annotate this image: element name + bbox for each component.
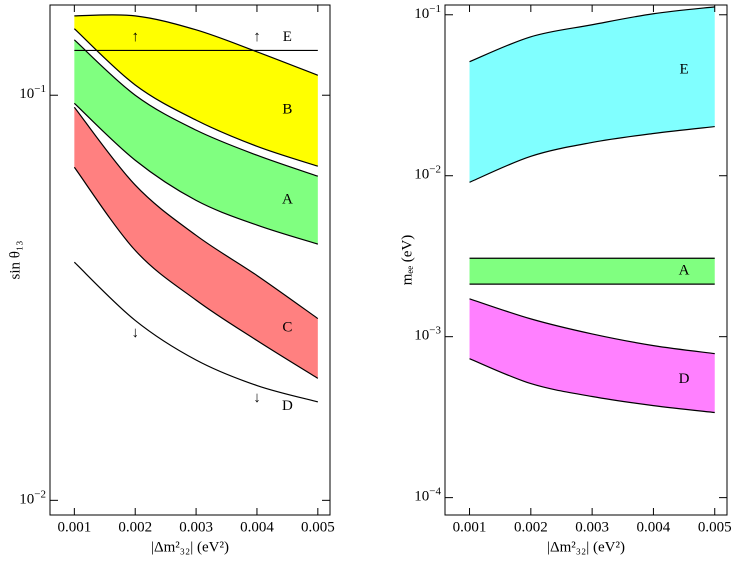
band-label: C bbox=[282, 320, 292, 336]
panel: E A D 0.001 0.002 0.003 0.004 0.005 10−4 10−3 10−2… bbox=[399, 2, 731, 555]
panel: A B C D ↓ ↓ E ↑ ↑ 0.001 0.002 0.003 0.004 0.005 10−2 10… bbox=[7, 4, 335, 555]
x-tick-label: 0.004 bbox=[240, 519, 274, 535]
band-edge bbox=[74, 14, 319, 76]
band-fill bbox=[74, 14, 318, 167]
band-edge bbox=[469, 125, 715, 183]
x-tick-label: 0.001 bbox=[453, 519, 487, 535]
band-edge bbox=[73, 102, 319, 245]
band-edge bbox=[469, 6, 715, 63]
band-fill bbox=[74, 39, 318, 245]
y-tick-label: 10−3 bbox=[414, 324, 441, 344]
plot-frame bbox=[49, 4, 331, 516]
band-label: E bbox=[680, 62, 689, 78]
band-fill bbox=[74, 107, 318, 379]
x-axis-label: |Δm²₃₂| (eV²) bbox=[547, 539, 625, 555]
y-axis-label: mₑₑ (eV) bbox=[399, 235, 415, 286]
line-label: E bbox=[283, 29, 292, 45]
band-fill bbox=[469, 298, 715, 413]
x-tick-label: 0.005 bbox=[301, 519, 335, 535]
x-tick-label: 0.002 bbox=[514, 519, 548, 535]
band-label: A bbox=[282, 192, 293, 208]
arrow: ↑ bbox=[131, 29, 139, 45]
band-edge bbox=[469, 298, 715, 355]
y-tick-label: 10−2 bbox=[19, 488, 46, 508]
arrow: ↑ bbox=[253, 29, 261, 45]
y-axis-label: sin θ₁₃ bbox=[7, 241, 23, 280]
y-tick-label: 10−4 bbox=[414, 485, 441, 505]
band-fill bbox=[469, 6, 715, 183]
x-axis-label: |Δm²₃₂| (eV²) bbox=[151, 539, 229, 555]
band-edge bbox=[73, 39, 319, 177]
x-tick-label: 0.001 bbox=[57, 519, 91, 535]
x-tick-label: 0.003 bbox=[575, 519, 609, 535]
y-tick-label: 10−2 bbox=[414, 163, 441, 183]
band-label: B bbox=[282, 101, 292, 117]
band-label: D bbox=[679, 371, 690, 387]
line-label: D bbox=[282, 398, 293, 414]
y-tick-label: 10−1 bbox=[19, 83, 46, 103]
y-tick-label: 10−1 bbox=[414, 2, 441, 22]
band-edge bbox=[73, 166, 319, 379]
x-tick-label: 0.002 bbox=[118, 519, 152, 535]
arrow: ↓ bbox=[253, 390, 261, 406]
band-edge bbox=[73, 28, 319, 167]
arrow: ↓ bbox=[131, 325, 139, 341]
band-label: A bbox=[679, 263, 690, 279]
plot-frame bbox=[444, 4, 728, 516]
x-tick-label: 0.004 bbox=[637, 519, 671, 535]
x-tick-label: 0.005 bbox=[698, 519, 732, 535]
line bbox=[73, 261, 318, 403]
x-tick-label: 0.003 bbox=[179, 519, 213, 535]
band-edge bbox=[469, 358, 715, 414]
band-edge bbox=[73, 106, 319, 320]
band-fill bbox=[469, 258, 715, 285]
